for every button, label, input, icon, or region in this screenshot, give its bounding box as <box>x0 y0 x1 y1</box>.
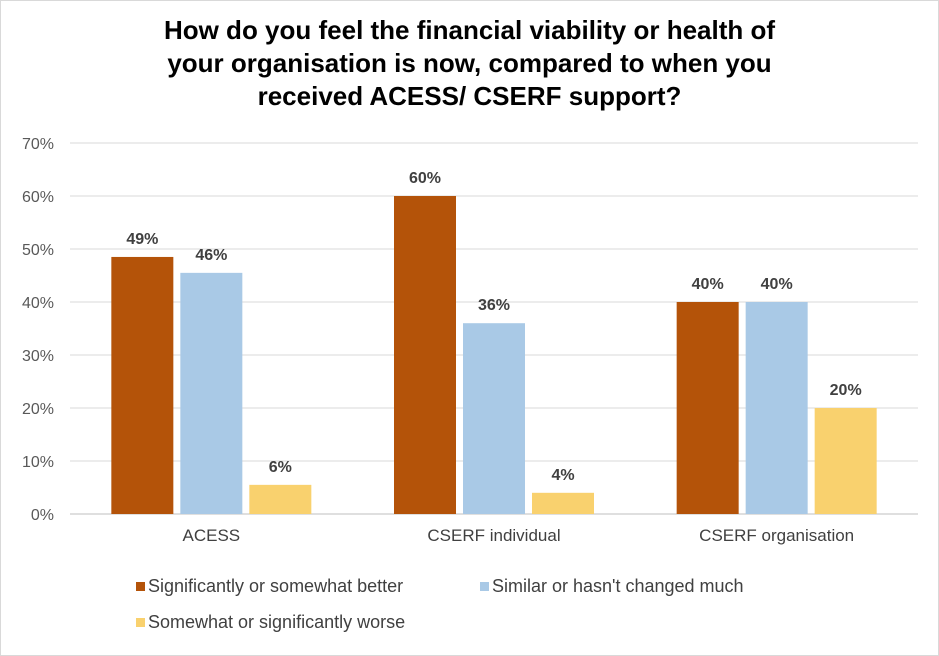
data-label: 49% <box>126 231 158 248</box>
x-category-label: CSERF individual <box>427 526 560 545</box>
chart-title-line-1: How do you feel the financial viability … <box>163 15 776 45</box>
bar <box>249 484 312 514</box>
y-tick-label: 40% <box>22 295 54 312</box>
data-label: 4% <box>551 467 574 484</box>
data-label: 36% <box>478 297 510 314</box>
data-label: 40% <box>761 276 793 293</box>
x-axis-categories: ACESS CSERF individual CSERF organisation <box>183 526 855 545</box>
bar <box>180 272 243 514</box>
chart-title: How do you feel the financial viability … <box>40 14 899 113</box>
legend-label: Significantly or somewhat better <box>148 576 403 596</box>
legend-item: Similar or hasn't changed much <box>480 576 744 596</box>
data-label: 40% <box>692 276 724 293</box>
data-label: 46% <box>195 247 227 264</box>
x-category-label: CSERF organisation <box>699 526 854 545</box>
x-category-label: ACESS <box>183 526 241 545</box>
legend-label: Somewhat or significantly worse <box>148 612 405 632</box>
y-tick-label: 50% <box>22 242 54 259</box>
data-label: 6% <box>269 459 292 476</box>
y-tick-label: 60% <box>22 189 54 206</box>
y-tick-label: 70% <box>22 136 54 153</box>
legend-item: Somewhat or significantly worse <box>136 612 405 632</box>
bar <box>394 196 456 514</box>
legend-swatch <box>136 582 145 591</box>
legend: Significantly or somewhat better Similar … <box>136 576 744 632</box>
y-tick-label: 10% <box>22 454 54 471</box>
bars <box>111 196 877 514</box>
data-label: 60% <box>409 170 441 187</box>
data-labels: 49% 46% 6% 60% 36% 4% 40% 40% 20% <box>126 170 861 484</box>
legend-item: Significantly or somewhat better <box>136 576 403 596</box>
bar <box>532 492 594 514</box>
chart-title-line-3: received ACESS/ CSERF support? <box>257 81 682 111</box>
legend-label: Similar or hasn't changed much <box>492 576 744 596</box>
bar <box>463 323 525 514</box>
y-tick-label: 0% <box>31 507 54 524</box>
bar <box>111 256 174 514</box>
data-label: 20% <box>830 382 862 399</box>
chart-title-line-2: your organisation is now, compared to wh… <box>167 48 772 78</box>
legend-swatch <box>136 618 145 627</box>
y-tick-label: 20% <box>22 401 54 418</box>
bar <box>745 302 808 514</box>
legend-swatch <box>480 582 489 591</box>
y-axis-ticks: 0% 10% 20% 30% 40% 50% 60% 70% <box>22 136 54 524</box>
bar <box>814 408 877 514</box>
y-tick-label: 30% <box>22 348 54 365</box>
bar <box>676 302 739 514</box>
